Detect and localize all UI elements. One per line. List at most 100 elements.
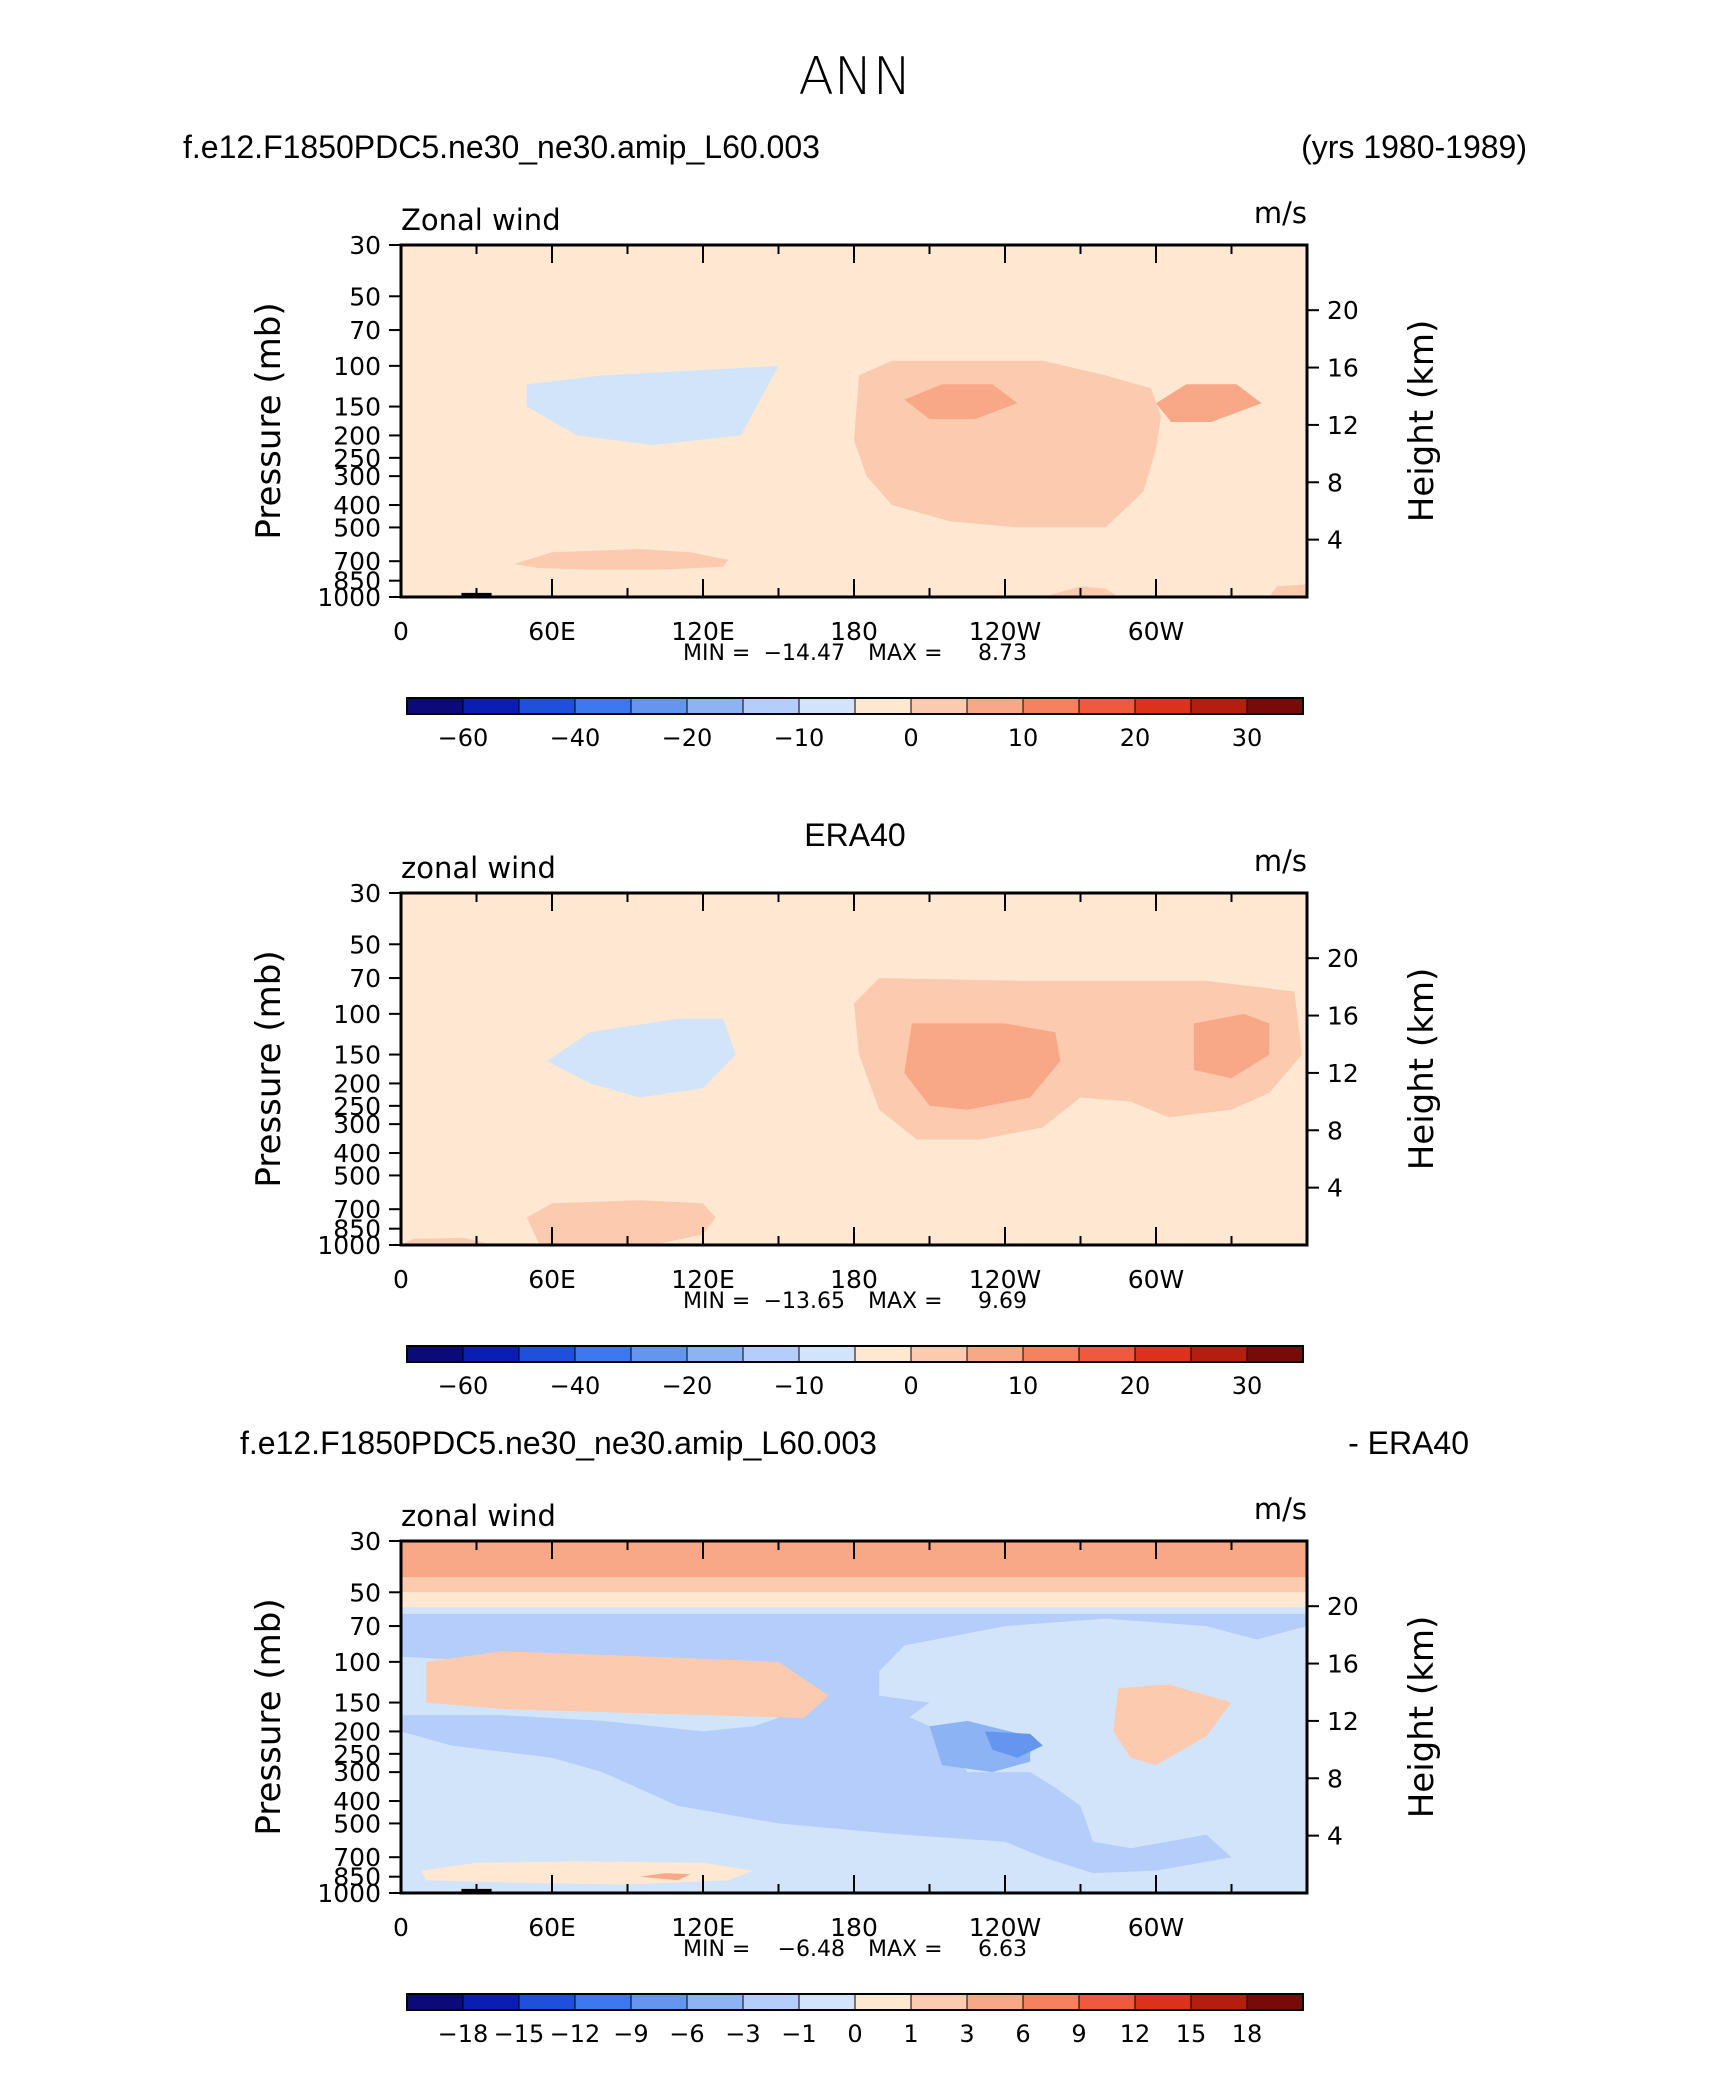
x-tick-label: 120W — [969, 1265, 1041, 1294]
colorbar-label: 9 — [1071, 2020, 1086, 2048]
y-tick-label: 850 — [333, 1215, 381, 1244]
y-tick-label: 250 — [333, 1092, 381, 1121]
contour-region-12 — [640, 1873, 691, 1881]
colorbar-label: 20 — [1120, 724, 1151, 752]
contour-region-3 — [514, 549, 729, 570]
panel-model: f.e12.F1850PDC5.ne30_ne30.amip_L60.003 (y… — [183, 129, 1527, 752]
y-tick-label: 1000 — [317, 583, 381, 612]
y2-tick-label: 16 — [1327, 354, 1359, 383]
colorbar-swatch — [854, 1993, 912, 2011]
panel-header-left: f.e12.F1850PDC5.ne30_ne30.amip_L60.003 — [240, 1425, 877, 1461]
min-value: −13.65 — [764, 1289, 845, 1314]
x-tick-label: 120E — [671, 1913, 735, 1942]
y-tick-label: 200 — [333, 1069, 381, 1098]
y-tick-label: 50 — [349, 930, 381, 959]
contour-region-7 — [984, 1731, 1043, 1758]
y2-tick-label: 4 — [1327, 1822, 1343, 1851]
y2-tick-label: 12 — [1327, 1707, 1359, 1736]
colorbar-swatch — [1078, 697, 1136, 715]
colorbar-swatch — [910, 697, 968, 715]
colorbar-label: 0 — [903, 1372, 918, 1400]
colorbar-swatch — [1022, 1993, 1080, 2011]
y2-tick-label: 12 — [1327, 411, 1359, 440]
x-tick-label: 60W — [1128, 617, 1185, 646]
colorbar-label: 30 — [1232, 1372, 1263, 1400]
colorbar-label: −15 — [494, 2020, 545, 2048]
y-tick-label: 70 — [349, 1612, 381, 1641]
contour-region-7 — [904, 1023, 1061, 1110]
colorbar-swatch — [462, 697, 520, 715]
contour-region-7 — [1156, 384, 1262, 422]
colorbar-label: −40 — [550, 724, 601, 752]
colorbar-swatch — [966, 1993, 1024, 2011]
panel-title: Zonal wind — [401, 203, 561, 237]
colorbar-swatch — [630, 697, 688, 715]
max-value: 9.69 — [978, 1289, 1027, 1314]
contour-region-5 — [1269, 584, 1307, 597]
colorbar-swatch — [966, 1345, 1024, 1363]
colorbar-label: −20 — [662, 1372, 713, 1400]
y-tick-label: 850 — [333, 567, 381, 596]
y-tick-label: 200 — [333, 421, 381, 450]
contour-region-10 — [426, 1651, 829, 1718]
colorbar-swatch — [854, 1345, 912, 1363]
colorbar-swatch — [798, 697, 856, 715]
colorbar-frame — [406, 697, 1304, 715]
y-tick-label: 150 — [333, 1689, 381, 1718]
colorbar-swatch — [742, 1345, 800, 1363]
colorbar-label: −9 — [613, 2020, 648, 2048]
y2-tick-label: 8 — [1327, 1764, 1343, 1793]
y-tick-label: 50 — [349, 282, 381, 311]
y-tick-label: 700 — [333, 547, 381, 576]
contour-region-5 — [526, 1200, 716, 1245]
colorbar-swatch — [630, 1345, 688, 1363]
colorbar-swatch — [574, 1345, 632, 1363]
contour-region-2 — [854, 360, 1161, 528]
colorbar-label: −10 — [774, 1372, 825, 1400]
colorbar-swatch — [1022, 1345, 1080, 1363]
colorbar-swatch — [798, 1345, 856, 1363]
y2-axis-label: Height (km) — [1402, 968, 1442, 1171]
x-tick-label: 120W — [969, 617, 1041, 646]
y-tick-label: 250 — [333, 444, 381, 473]
panel-header-right: - ERA40 — [1348, 1425, 1469, 1461]
y-tick-label: 100 — [333, 352, 381, 381]
figure-title: ANN — [798, 47, 911, 107]
colorbar-swatch — [518, 1993, 576, 2011]
max-label: MAX = — [868, 1289, 943, 1314]
colorbar-swatch — [742, 1993, 800, 2011]
min-label: MIN = — [683, 1289, 750, 1314]
panel-units: m/s — [1254, 844, 1307, 878]
contour-region-9 — [547, 1018, 736, 1098]
y2-axis-label: Height (km) — [1402, 320, 1442, 523]
panel-header-right: (yrs 1980-1989) — [1301, 129, 1527, 165]
x-tick-label: 0 — [393, 1913, 409, 1942]
y-tick-label: 500 — [333, 1161, 381, 1190]
y2-tick-label: 16 — [1327, 1002, 1359, 1031]
colorbar-label: 3 — [959, 2020, 974, 2048]
y-tick-label: 1000 — [317, 1879, 381, 1908]
colorbar-swatch — [1022, 697, 1080, 715]
y-tick-label: 700 — [333, 1195, 381, 1224]
y-tick-label: 100 — [333, 1648, 381, 1677]
colorbar-label: −12 — [550, 2020, 601, 2048]
colorbar-frame — [406, 1345, 1304, 1363]
panel-title: zonal wind — [401, 1499, 556, 1533]
x-tick-label: 180 — [830, 1265, 878, 1294]
colorbar-label: 15 — [1176, 2020, 1207, 2048]
colorbar-swatch — [462, 1345, 520, 1363]
panel-header-center: ERA40 — [804, 817, 905, 853]
colorbar-swatch — [910, 1345, 968, 1363]
colorbar-swatch — [574, 1993, 632, 2011]
colorbar-swatch — [966, 697, 1024, 715]
colorbar-label: −10 — [774, 724, 825, 752]
contour-region-11 — [1113, 1684, 1232, 1766]
colorbar-label: 0 — [903, 724, 918, 752]
min-value: −6.48 — [778, 1937, 845, 1962]
y2-tick-label: 20 — [1327, 944, 1359, 973]
colorbar-swatch — [462, 1993, 520, 2011]
colorbar-swatch — [518, 1345, 576, 1363]
max-label: MAX = — [868, 1937, 943, 1962]
colorbar-label: 18 — [1232, 2020, 1263, 2048]
contour-region-4 — [401, 1613, 1307, 1727]
